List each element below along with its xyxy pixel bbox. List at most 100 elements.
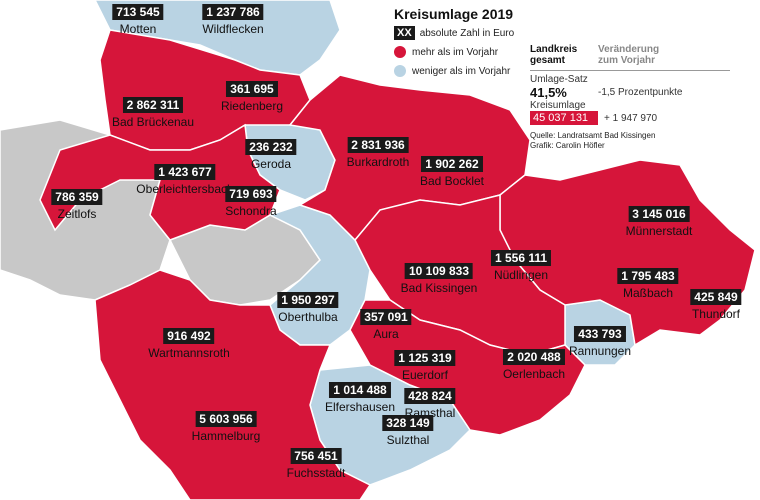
municipality-value: 357 091 [360, 309, 412, 325]
summary-header: Landkreis gesamt Veränderung zum Vorjahr [530, 44, 730, 66]
municipality-value: 328 149 [382, 415, 434, 431]
summary-col1-line2: gesamt [530, 55, 566, 66]
summary-col2-line1: Veränderung [598, 44, 660, 55]
municipality-name: Fuchsstadt [286, 466, 346, 480]
legend: Kreisumlage 2019 XX absolute Zahl in Eur… [394, 6, 734, 79]
municipality-label: 1 125 319 Euerdorf [394, 349, 456, 382]
municipality-value: 5 603 956 [195, 411, 257, 427]
municipality-label: 1 556 111 Nüdlingen [490, 249, 552, 282]
municipality-name: Bad Brückenau [111, 115, 195, 129]
municipality-name: Schondra [225, 204, 277, 218]
municipality-value: 428 824 [404, 388, 456, 404]
municipality-value: 1 795 483 [617, 268, 679, 284]
municipality-label: 1 237 786 Wildflecken [202, 3, 264, 36]
municipality-value: 2 020 488 [503, 349, 565, 365]
municipality-name: Euerdorf [401, 368, 449, 382]
region-hammelburg-wartmannsroth-fuchsstadt [94, 269, 372, 500]
legend-key-symbol: XX [394, 26, 415, 40]
municipality-label: 1 950 297 Oberthulba [277, 291, 339, 324]
municipality-name: Motten [119, 22, 157, 36]
municipality-value: 10 109 833 [404, 263, 474, 279]
legend-less-text: weniger als im Vorjahr [412, 65, 511, 77]
municipality-name: Riedenberg [220, 99, 284, 113]
municipality-value: 1 125 319 [394, 350, 456, 366]
legend-more-row: mehr als im Vorjahr [394, 44, 734, 60]
municipality-label: 3 145 016 Münnerstadt [625, 205, 693, 238]
municipality-label: 2 862 311 Bad Brückenau [112, 96, 194, 129]
summary-divider [530, 70, 730, 71]
levy-change: + 1 947 970 [604, 112, 658, 124]
municipality-value: 756 451 [290, 448, 342, 464]
region-aura-euerdorf-oerlenbach-ramsthal [349, 299, 586, 436]
municipality-value: 236 232 [245, 139, 297, 155]
municipality-value: 433 793 [574, 326, 626, 342]
municipality-name: Hammelburg [191, 429, 261, 443]
levy-label: Kreisumlage [530, 100, 586, 111]
rate-label: Umlage-Satz [530, 74, 588, 85]
legend-less-swatch [394, 65, 406, 77]
municipality-label: 425 849 Thundorf [690, 288, 742, 321]
municipality-name: Maßbach [622, 286, 674, 300]
municipality-value: 1 950 297 [277, 292, 339, 308]
municipality-name: Elfershausen [324, 400, 396, 414]
municipality-name: Oerlenbach [502, 367, 566, 381]
levy-value: 45 037 131 [530, 111, 598, 125]
legend-more-text: mehr als im Vorjahr [412, 46, 499, 58]
municipality-name: Oberleichtersbach [136, 182, 234, 196]
rate-value: 41,5% [530, 85, 567, 100]
municipality-name: Bad Bocklet [419, 174, 485, 188]
municipality-value: 1 902 262 [421, 156, 483, 172]
municipality-label: 1 423 677 Oberleichtersbach [136, 163, 234, 196]
summary-col1-line1: Landkreis [530, 44, 578, 55]
municipality-label: 236 232 Geroda [245, 138, 297, 171]
municipality-label: 5 603 956 Hammelburg [191, 410, 261, 443]
municipality-value: 1 014 488 [329, 382, 391, 398]
municipality-label: 10 109 833 Bad Kissingen [400, 262, 478, 295]
municipality-value: 1 556 111 [490, 250, 552, 266]
municipality-name: Münnerstadt [625, 224, 693, 238]
municipality-value: 1 237 786 [202, 4, 264, 20]
municipality-label: 2 020 488 Oerlenbach [503, 348, 565, 381]
source-note: Quelle: Landratsamt Bad Kissingen [530, 131, 656, 140]
municipality-value: 425 849 [690, 289, 742, 305]
municipality-value: 2 862 311 [122, 97, 184, 113]
municipality-label: 328 149 Sulzthal [382, 414, 434, 447]
municipality-name: Burkardroth [346, 155, 410, 169]
municipality-value: 3 145 016 [628, 206, 690, 222]
municipality-label: 719 693 Schondra [225, 185, 277, 218]
municipality-name: Sulzthal [386, 433, 430, 447]
municipality-label: 756 451 Fuchsstadt [286, 447, 346, 480]
municipality-value: 2 831 936 [347, 137, 409, 153]
summary-col2-line2: zum Vorjahr [598, 55, 656, 66]
municipality-name: Bad Kissingen [400, 281, 478, 295]
municipality-value: 361 695 [226, 81, 278, 97]
municipality-name: Aura [373, 327, 399, 341]
municipality-label: 1 795 483 Maßbach [617, 267, 679, 300]
municipality-label: 2 831 936 Burkardroth [346, 136, 410, 169]
legend-less-row: weniger als im Vorjahr [394, 63, 734, 79]
municipality-value: 1 423 677 [154, 164, 216, 180]
municipality-name: Rannungen [568, 344, 632, 358]
municipality-name: Geroda [250, 157, 292, 171]
legend-key-text: absolute Zahl in Euro [419, 27, 515, 39]
municipality-value: 916 492 [163, 328, 215, 344]
municipality-label: 357 091 Aura [360, 308, 412, 341]
municipality-name: Thundorf [691, 307, 741, 321]
municipality-value: 713 545 [112, 4, 164, 20]
graphic-credit: Grafik: Carolin Höfler [530, 141, 605, 150]
municipality-label: 1 902 262 Bad Bocklet [420, 155, 484, 188]
municipality-name: Oberthulba [278, 310, 338, 324]
district-summary: Landkreis gesamt Veränderung zum Vorjahr… [530, 44, 730, 151]
municipality-label: 433 793 Rannungen [569, 325, 631, 358]
municipality-name: Zeitlofs [57, 207, 97, 221]
rate-change: -1,5 Prozentpunkte [598, 87, 683, 98]
legend-more-swatch [394, 46, 406, 58]
municipality-name: Wildflecken [202, 22, 264, 36]
legend-key-row: XX absolute Zahl in Euro [394, 25, 734, 41]
municipality-value: 786 359 [51, 189, 103, 205]
municipality-name: Nüdlingen [493, 268, 549, 282]
municipality-label: 361 695 Riedenberg [221, 80, 283, 113]
municipality-label: 713 545 Motten [112, 3, 164, 36]
